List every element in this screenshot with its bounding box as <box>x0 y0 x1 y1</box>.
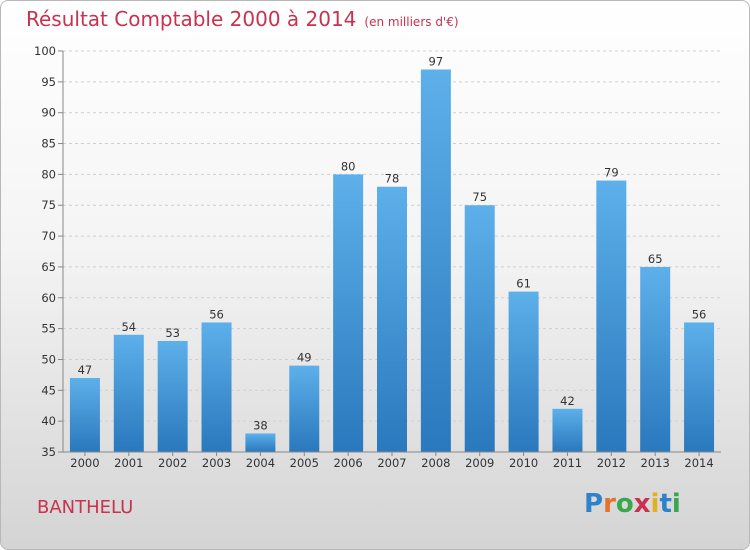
data-label: 54 <box>121 320 136 334</box>
data-label: 61 <box>516 277 531 291</box>
bar-2000 <box>69 377 100 452</box>
bar-2007 <box>377 186 407 452</box>
bar-2012 <box>596 180 627 453</box>
bar-2009 <box>464 205 495 452</box>
y-tick-label: 50 <box>41 352 56 366</box>
x-tick-label: 2003 <box>202 456 231 470</box>
x-tick-label: 2013 <box>641 456 670 470</box>
proxiti-logo: Proxiti <box>584 489 681 519</box>
x-tick-label: 2007 <box>377 456 406 470</box>
chart-subtitle: (en milliers d'€) <box>364 15 459 29</box>
data-label: 56 <box>692 307 707 321</box>
bar-2006 <box>333 174 364 452</box>
logo-letter: t <box>659 489 672 519</box>
y-tick-label: 60 <box>41 291 56 305</box>
x-tick-label: 2005 <box>290 456 319 470</box>
logo-letter: r <box>603 489 616 519</box>
y-tick-label: 65 <box>41 260 56 274</box>
x-tick-label: 2010 <box>509 456 538 470</box>
bar-2010 <box>508 291 539 452</box>
data-label: 80 <box>341 159 356 173</box>
x-tick-label: 2011 <box>553 456 582 470</box>
data-label: 78 <box>385 172 400 186</box>
commune-name: BANTHELU <box>37 497 134 518</box>
y-tick-label: 100 <box>34 44 56 58</box>
bar-2008 <box>420 69 451 452</box>
data-label: 49 <box>297 351 312 365</box>
y-tick-label: 35 <box>41 445 56 459</box>
x-tick-label: 2012 <box>597 456 626 470</box>
y-tick-label: 55 <box>41 322 56 336</box>
bar-2003 <box>201 322 232 452</box>
x-tick-label: 2004 <box>246 456 275 470</box>
data-label: 79 <box>604 166 619 180</box>
x-tick-label: 2006 <box>333 456 362 470</box>
y-tick-label: 45 <box>41 383 56 397</box>
y-tick-label: 95 <box>41 75 56 89</box>
y-tick-label: 70 <box>41 229 56 243</box>
logo-letter: P <box>584 489 604 519</box>
chart-title-text: Résultat Comptable 2000 à 2014 <box>26 7 357 31</box>
x-tick-label: 2000 <box>70 456 99 470</box>
y-tick-label: 40 <box>41 414 56 428</box>
data-label: 56 <box>209 307 224 321</box>
logo-letter: x <box>633 489 651 519</box>
x-tick-label: 2001 <box>114 456 143 470</box>
data-label: 38 <box>253 418 268 432</box>
x-tick-label: 2008 <box>421 456 450 470</box>
y-tick-label: 75 <box>41 198 56 212</box>
x-tick-label: 2009 <box>465 456 494 470</box>
axes <box>58 50 721 456</box>
data-label: 75 <box>472 190 487 204</box>
logo-letter: o <box>615 489 634 519</box>
chart-title: Résultat Comptable 2000 à 2014 (en millie… <box>26 7 459 31</box>
x-tick-label: 2014 <box>684 456 713 470</box>
logo-letter: i <box>650 489 660 519</box>
data-label: 42 <box>560 394 575 408</box>
bar-2001 <box>113 334 144 452</box>
bar-2011 <box>552 408 583 452</box>
bar-2004 <box>245 433 276 452</box>
data-label: 65 <box>648 252 663 266</box>
data-label: 53 <box>165 326 180 340</box>
data-label: 47 <box>78 363 93 377</box>
y-tick-label: 90 <box>41 106 56 120</box>
y-tick-label: 85 <box>41 137 56 151</box>
labels: 35 40 45 50 55 60 65 70 75 80 85 90 95 100 2000 47 2001 5… <box>34 44 714 470</box>
x-tick-label: 2002 <box>158 456 187 470</box>
bar-2014 <box>684 322 715 452</box>
bars <box>69 69 715 453</box>
logo-letter: i <box>671 489 681 519</box>
bar-2013 <box>640 266 671 452</box>
data-label: 97 <box>429 55 444 69</box>
bar-2002 <box>157 340 188 452</box>
bar-2005 <box>289 365 320 452</box>
y-tick-label: 80 <box>41 167 56 181</box>
